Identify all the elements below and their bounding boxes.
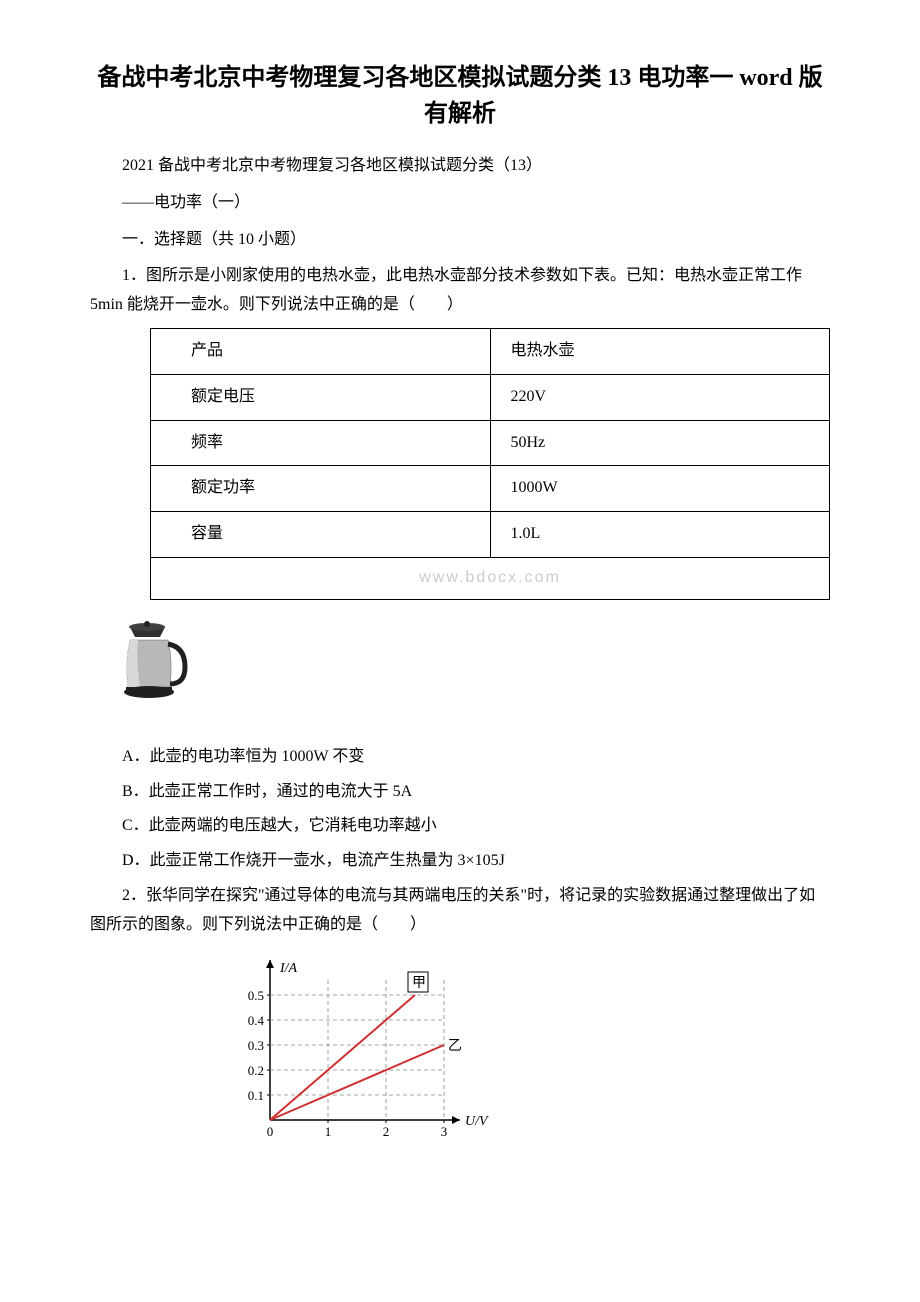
spec-value: 1000W [490,466,830,512]
table-row: 频率 50Hz [151,420,830,466]
subtitle: 2021 备战中考北京中考物理复习各地区模拟试题分类（13） [90,152,830,181]
section-header: ——电功率（一） [90,189,830,218]
chart-svg: 0.1 0.2 0.3 0.4 0.5 0 1 2 3 [230,950,490,1150]
svg-text:1: 1 [325,1124,332,1139]
kettle-icon [110,612,200,712]
spec-label: 额定电压 [151,374,491,420]
option-c: C．此壶两端的电压越大，它消耗电功率越小 [90,812,830,841]
table-row: 容量 1.0L [151,512,830,558]
svg-text:0: 0 [267,1124,274,1139]
option-d: D．此壶正常工作烧开一壶水，电流产生热量为 3×105J [90,847,830,876]
svg-text:0.4: 0.4 [248,1013,265,1028]
section-type: 一．选择题（共 10 小题） [90,226,830,255]
spec-value: 1.0L [490,512,830,558]
option-a: A．此壶的电功率恒为 1000W 不变 [90,743,830,772]
line-label-jia: 甲 [412,976,426,991]
svg-text:3: 3 [441,1124,448,1139]
spec-label: 额定功率 [151,466,491,512]
option-b: B．此壶正常工作时，通过的电流大于 5A [90,778,830,807]
spec-value: 220V [490,374,830,420]
spec-label: 频率 [151,420,491,466]
spec-label: 容量 [151,512,491,558]
svg-text:0.3: 0.3 [248,1038,264,1053]
question-2-text: 2．张华同学在探究"通过导体的电流与其两端电压的关系"时，将记录的实验数据通过整… [90,882,830,940]
iv-chart: 0.1 0.2 0.3 0.4 0.5 0 1 2 3 [90,950,830,1161]
svg-text:0.5: 0.5 [248,988,264,1003]
spec-label: 产品 [151,328,491,374]
watermark-row: www.bdocx.com [151,557,830,599]
table-row: 额定功率 1000W [151,466,830,512]
line-label-yi: 乙 [448,1038,462,1054]
question-1-text: 1．图所示是小刚家使用的电热水壶，此电热水壶部分技术参数如下表。已知：电热水壶正… [90,262,830,320]
x-axis-label: U/V [465,1114,489,1129]
svg-text:0.2: 0.2 [248,1063,264,1078]
table-row: 额定电压 220V [151,374,830,420]
svg-text:0.1: 0.1 [248,1088,264,1103]
page-title: 备战中考北京中考物理复习各地区模拟试题分类 13 电功率一 word 版有解析 [90,60,830,132]
spec-value: 50Hz [490,420,830,466]
kettle-image [90,612,830,723]
svg-text:2: 2 [383,1124,390,1139]
watermark-text: www.bdocx.com [151,557,830,599]
table-row: 产品 电热水壶 [151,328,830,374]
spec-value: 电热水壶 [490,328,830,374]
spec-table: 产品 电热水壶 额定电压 220V 频率 50Hz 额定功率 1000W 容量 … [150,328,830,600]
y-axis-label: I/A [279,961,298,976]
